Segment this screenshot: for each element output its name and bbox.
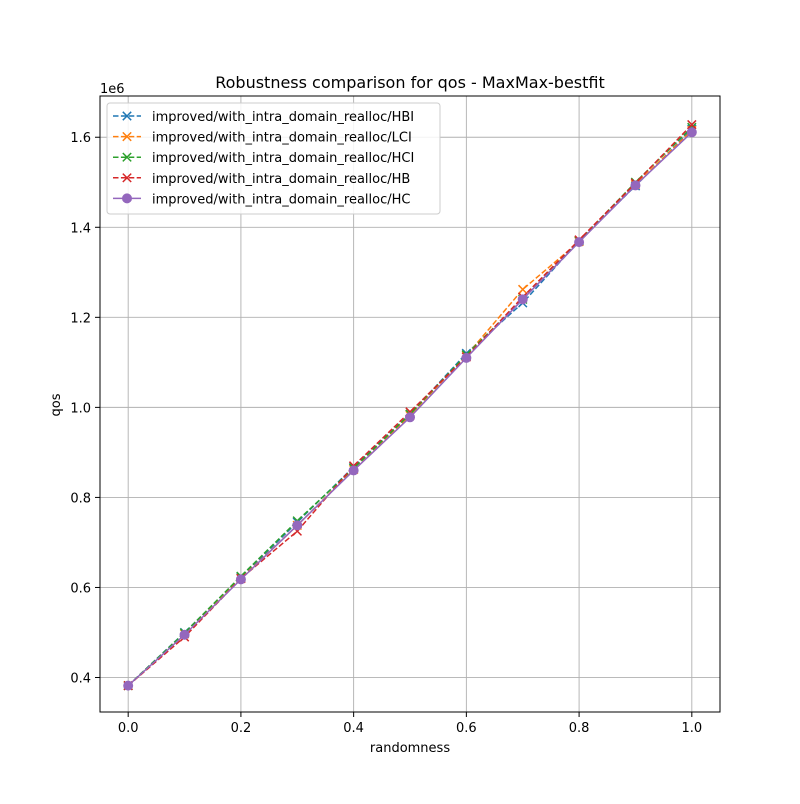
tick-layer: 0.0 0.2 0.4 0.6 0.8 1.0 0.4 0.6 0.8 1.0 1.2 1.4 1.6 xyxy=(70,131,702,736)
data-point xyxy=(235,574,246,585)
y-axis-scale-label: 1e6 xyxy=(100,82,125,97)
data-point xyxy=(122,173,132,183)
legend-item: improved/with_intra_domain_realloc/HB xyxy=(113,172,410,187)
y-tick-label: 1.4 xyxy=(70,221,91,236)
legend-label: improved/with_intra_domain_realloc/HCI xyxy=(152,151,414,166)
legend-item: improved/with_intra_domain_realloc/HC xyxy=(113,192,410,207)
y-axis-label: qos xyxy=(49,393,64,416)
series-line xyxy=(127,131,693,687)
y-tick-label: 1.2 xyxy=(70,311,91,326)
y-tick-label: 1.0 xyxy=(70,401,91,416)
data-point xyxy=(122,193,132,204)
x-tick-label: 0.2 xyxy=(231,721,252,736)
y-tick-label: 1.6 xyxy=(70,131,91,146)
data-point xyxy=(122,152,132,162)
legend-label: improved/with_intra_domain_realloc/HB xyxy=(152,172,410,187)
legend-label: improved/with_intra_domain_realloc/HC xyxy=(152,192,410,207)
y-tick-label: 0.4 xyxy=(70,672,91,687)
data-point xyxy=(574,237,585,248)
data-point xyxy=(461,352,472,363)
legend-item: improved/with_intra_domain_realloc/HCI xyxy=(113,151,414,166)
legend-frame xyxy=(106,102,441,215)
x-tick-label: 0.6 xyxy=(456,721,477,736)
data-point xyxy=(179,629,190,640)
data-point xyxy=(630,180,641,191)
plot-area-frame xyxy=(99,95,721,713)
x-tick-label: 0.0 xyxy=(118,721,139,736)
x-tick-label: 0.4 xyxy=(343,721,364,736)
chart-title: Robustness comparison for qos - MaxMax-b… xyxy=(215,73,605,92)
data-point xyxy=(517,294,528,305)
legend-label: improved/with_intra_domain_realloc/LCI xyxy=(152,131,412,146)
series-group xyxy=(123,127,697,691)
legend-item: improved/with_intra_domain_realloc/LCI xyxy=(113,131,412,146)
y-tick-label: 0.8 xyxy=(70,491,91,506)
data-point xyxy=(405,412,415,423)
x-tick-label: 0.8 xyxy=(569,721,590,736)
data-point xyxy=(687,119,697,130)
data-point xyxy=(348,465,359,476)
data-point xyxy=(686,127,697,138)
data-point xyxy=(517,284,528,295)
legend: improved/with_intra_domain_realloc/HBIim… xyxy=(106,102,441,215)
data-point xyxy=(122,111,132,121)
x-tick-label: 1.0 xyxy=(681,721,702,736)
data-point xyxy=(292,520,303,531)
data-point xyxy=(122,131,132,142)
data-point xyxy=(123,680,134,691)
series-layer xyxy=(123,119,697,691)
x-axis-label: randomness xyxy=(370,741,450,756)
legend-label: improved/with_intra_domain_realloc/HBI xyxy=(152,110,414,125)
legend-item: improved/with_intra_domain_realloc/HBI xyxy=(113,110,414,125)
y-tick-label: 0.6 xyxy=(70,581,91,596)
